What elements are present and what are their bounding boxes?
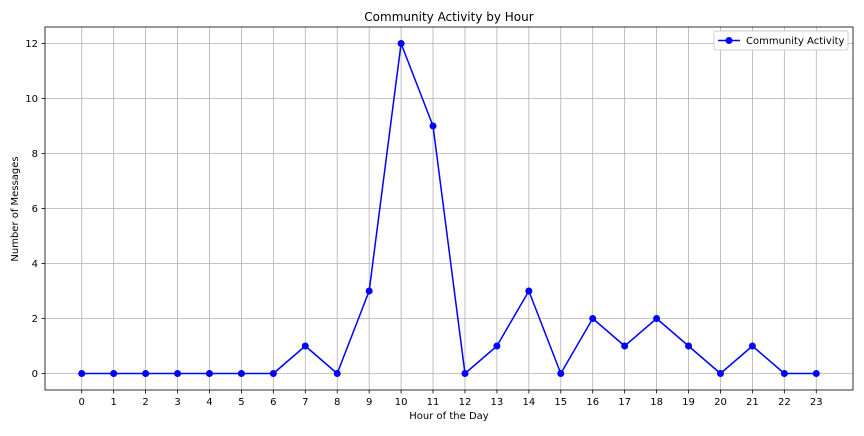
series (78, 40, 820, 377)
tick-labels: 0 1 2 3 4 5 6 7 8 9 10 11 12 13 14 15 16 17 18 19 20 21 22 2302… (25, 39, 822, 408)
x-tick-label: 12 (459, 397, 472, 408)
data-point (142, 370, 150, 377)
x-tick-label: 15 (554, 397, 567, 408)
x-tick-label: 22 (778, 397, 791, 408)
data-point (269, 370, 277, 377)
plot-frame (44, 26, 854, 391)
data-point (301, 342, 309, 350)
x-tick-label: 11 (427, 397, 440, 408)
data-point (174, 370, 182, 377)
data-point (493, 342, 501, 350)
data-point (429, 122, 437, 130)
data-point (525, 287, 533, 295)
data-point (557, 370, 565, 377)
x-tick-label: 6 (270, 397, 276, 408)
x-tick-label: 13 (491, 397, 504, 408)
axes (41, 26, 854, 394)
y-tick-label: 4 (32, 259, 38, 270)
chart-title: Community Activity by Hour (364, 10, 533, 24)
series-line (81, 42, 817, 375)
data-point (685, 342, 693, 350)
y-tick-label: 2 (32, 314, 38, 325)
legend-marker-sample (725, 37, 733, 44)
x-tick-label: 19 (682, 397, 695, 408)
grid (45, 27, 853, 390)
data-point (237, 370, 245, 377)
x-tick-label: 2 (142, 397, 148, 408)
data-point (205, 370, 213, 377)
y-tick-label: 8 (32, 149, 38, 160)
y-tick-label: 12 (25, 39, 38, 50)
legend-box (713, 30, 849, 51)
x-tick-label: 1 (110, 397, 116, 408)
data-point (716, 370, 724, 377)
x-tick-label: 20 (714, 397, 727, 408)
y-tick-label: 6 (32, 204, 38, 215)
data-point (397, 40, 405, 47)
x-tick-label: 5 (238, 397, 244, 408)
data-point (365, 287, 373, 295)
x-tick-label: 17 (618, 397, 631, 408)
legend: Community Activity (713, 30, 849, 51)
data-point (812, 370, 820, 377)
legend-label: Community Activity (746, 36, 845, 47)
data-point (621, 342, 629, 350)
data-point (333, 370, 341, 377)
x-tick-label: 0 (79, 397, 85, 408)
x-tick-label: 8 (334, 397, 340, 408)
x-tick-label: 4 (206, 397, 212, 408)
x-tick-label: 3 (174, 397, 180, 408)
x-axis-label: Hour of the Day (409, 411, 489, 422)
x-tick-label: 18 (650, 397, 663, 408)
data-point (461, 370, 469, 377)
data-point (780, 370, 788, 377)
data-point (748, 342, 756, 350)
x-tick-label: 23 (810, 397, 823, 408)
y-axis-label: Number of Messages (10, 156, 21, 261)
data-point (589, 315, 597, 322)
x-tick-label: 16 (586, 397, 599, 408)
x-tick-label: 14 (522, 397, 535, 408)
data-point (78, 370, 86, 377)
x-tick-label: 21 (746, 397, 759, 408)
y-tick-label: 0 (32, 369, 38, 380)
data-point (653, 315, 661, 322)
x-tick-label: 7 (302, 397, 308, 408)
x-tick-label: 10 (395, 397, 408, 408)
x-tick-label: 9 (366, 397, 372, 408)
data-point (110, 370, 118, 377)
y-tick-label: 10 (25, 94, 38, 105)
